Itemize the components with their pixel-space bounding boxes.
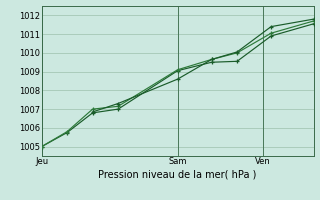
X-axis label: Pression niveau de la mer( hPa ): Pression niveau de la mer( hPa ) <box>99 169 257 179</box>
